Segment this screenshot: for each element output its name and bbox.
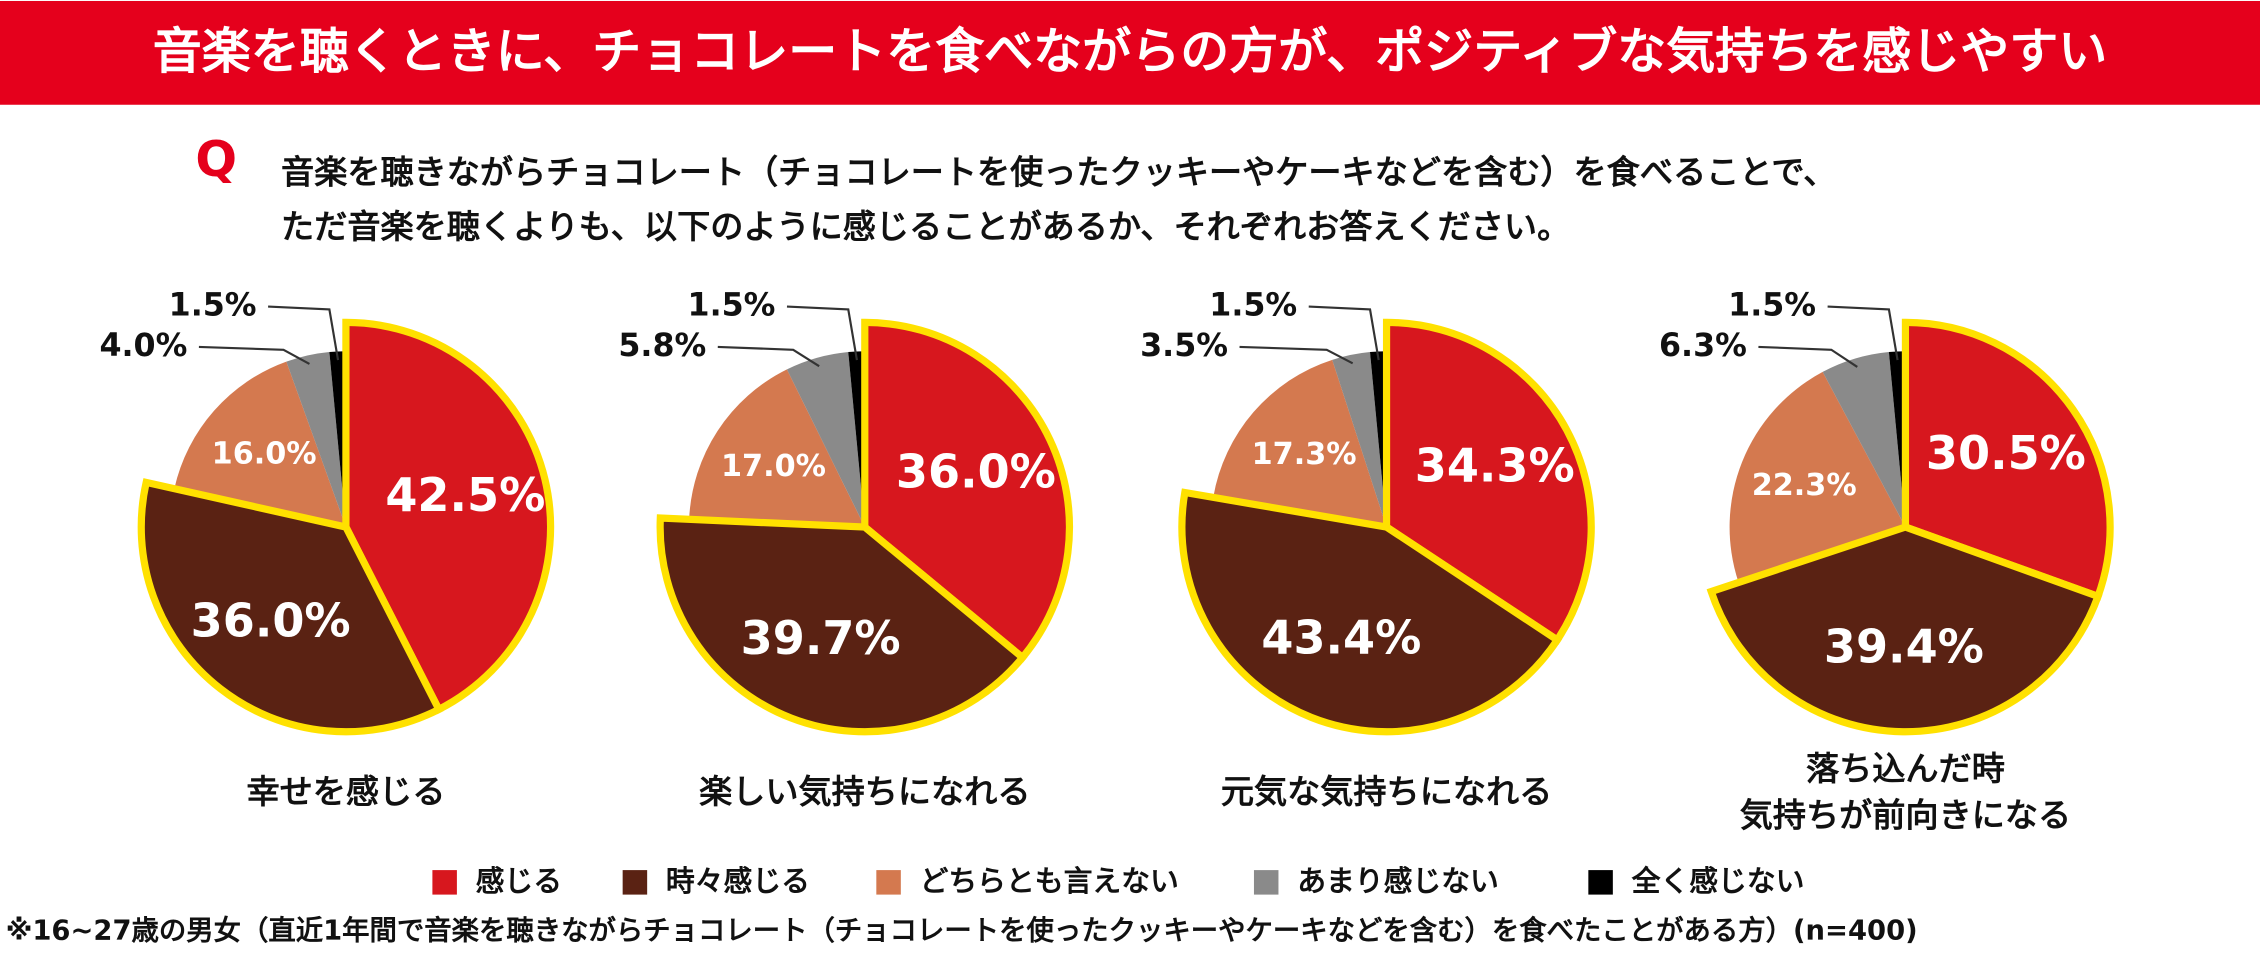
pie-slice xyxy=(1822,352,1906,528)
legend-swatch xyxy=(876,870,901,895)
pie-title: 気持ちが前向きになる xyxy=(1740,795,2071,834)
pie-slice xyxy=(689,369,865,528)
slice-label: 34.3% xyxy=(1415,438,1575,492)
slice-label: 36.0% xyxy=(896,444,1056,498)
leader-line xyxy=(268,305,340,361)
slice-label: 22.3% xyxy=(1752,468,1857,503)
legend-label: 全く感じない xyxy=(1631,864,1805,898)
leader-line xyxy=(717,345,820,368)
pie-title: 落ち込んだ時 xyxy=(1806,749,2005,788)
slice-label: 3.5% xyxy=(1140,328,1228,364)
legend-swatch xyxy=(432,870,457,895)
slice-label: 1.5% xyxy=(1728,288,1816,324)
slice-label: 43.4% xyxy=(1261,611,1421,665)
pie-slice xyxy=(1370,351,1387,528)
pie-slice xyxy=(1888,351,1906,528)
question-mark: Q xyxy=(195,131,237,188)
pie-slice xyxy=(1729,371,1906,583)
leader-line xyxy=(1758,345,1858,368)
pie-slice xyxy=(786,352,865,528)
leader-line xyxy=(1308,305,1380,361)
slice-label: 39.7% xyxy=(741,611,901,665)
legend-swatch xyxy=(1253,870,1279,895)
question-line: 音楽を聴きながらチョコレート（チョコレートを使ったクッキーやケーキなどを含む）を… xyxy=(281,152,1836,191)
question-line: ただ音楽を聴くよりも、以下のように感じることがあるか、それぞれお答えください。 xyxy=(281,207,1570,246)
pie-slice xyxy=(174,361,346,528)
footnote: ※16~27歳の男女（直近1年間で音楽を聴きながらチョコレート（チョコレートを使… xyxy=(6,915,1918,947)
pie-slice xyxy=(848,351,865,528)
leader-line xyxy=(786,305,858,361)
pie-slice xyxy=(656,514,1028,736)
leader-line xyxy=(1827,305,1899,361)
pie-slice xyxy=(1706,523,2103,736)
header-bar xyxy=(0,0,2260,105)
slice-label: 39.4% xyxy=(1824,619,1984,673)
pie-slice xyxy=(286,352,346,528)
pie-slice xyxy=(1178,488,1563,736)
legend-swatch xyxy=(1588,870,1613,895)
pie-slice xyxy=(137,478,444,736)
legend-label: あまり感じない xyxy=(1297,864,1499,898)
slice-label: 16.0% xyxy=(212,436,317,471)
leader-line xyxy=(1239,345,1354,365)
pie-slice xyxy=(342,318,555,715)
pie-title: 幸せを感じる xyxy=(246,772,445,811)
legend-label: どちらとも言えない xyxy=(920,864,1179,898)
leader-line xyxy=(198,345,310,365)
pie-slice xyxy=(329,351,346,528)
pie-title: 楽しい気持ちになれる xyxy=(699,772,1030,811)
header-title: 音楽を聴くときに、チョコレートを食べながらの方が、ポジティブな気持ちを感じやすい xyxy=(153,23,2108,80)
legend-label: 時々感じる xyxy=(666,864,810,898)
slice-label: 42.5% xyxy=(385,468,545,522)
slice-label: 1.5% xyxy=(688,288,776,324)
pie-title: 元気な気持ちになれる xyxy=(1221,772,1552,811)
pie-slice xyxy=(1332,352,1387,528)
slice-label: 17.0% xyxy=(721,449,826,484)
pie-slice xyxy=(1213,359,1387,528)
slice-label: 6.3% xyxy=(1659,328,1747,364)
pie-slice xyxy=(1901,318,2114,602)
pie-slice xyxy=(861,318,1074,663)
slice-label: 5.8% xyxy=(618,328,706,364)
legend-label: 感じる xyxy=(476,864,562,898)
slice-label: 1.5% xyxy=(1209,288,1297,324)
slice-label: 30.5% xyxy=(1926,426,2086,480)
slice-label: 17.3% xyxy=(1252,437,1357,472)
slice-label: 4.0% xyxy=(99,328,187,364)
legend-swatch xyxy=(622,870,648,895)
slice-label: 1.5% xyxy=(169,288,257,324)
slice-label: 36.0% xyxy=(191,594,351,648)
